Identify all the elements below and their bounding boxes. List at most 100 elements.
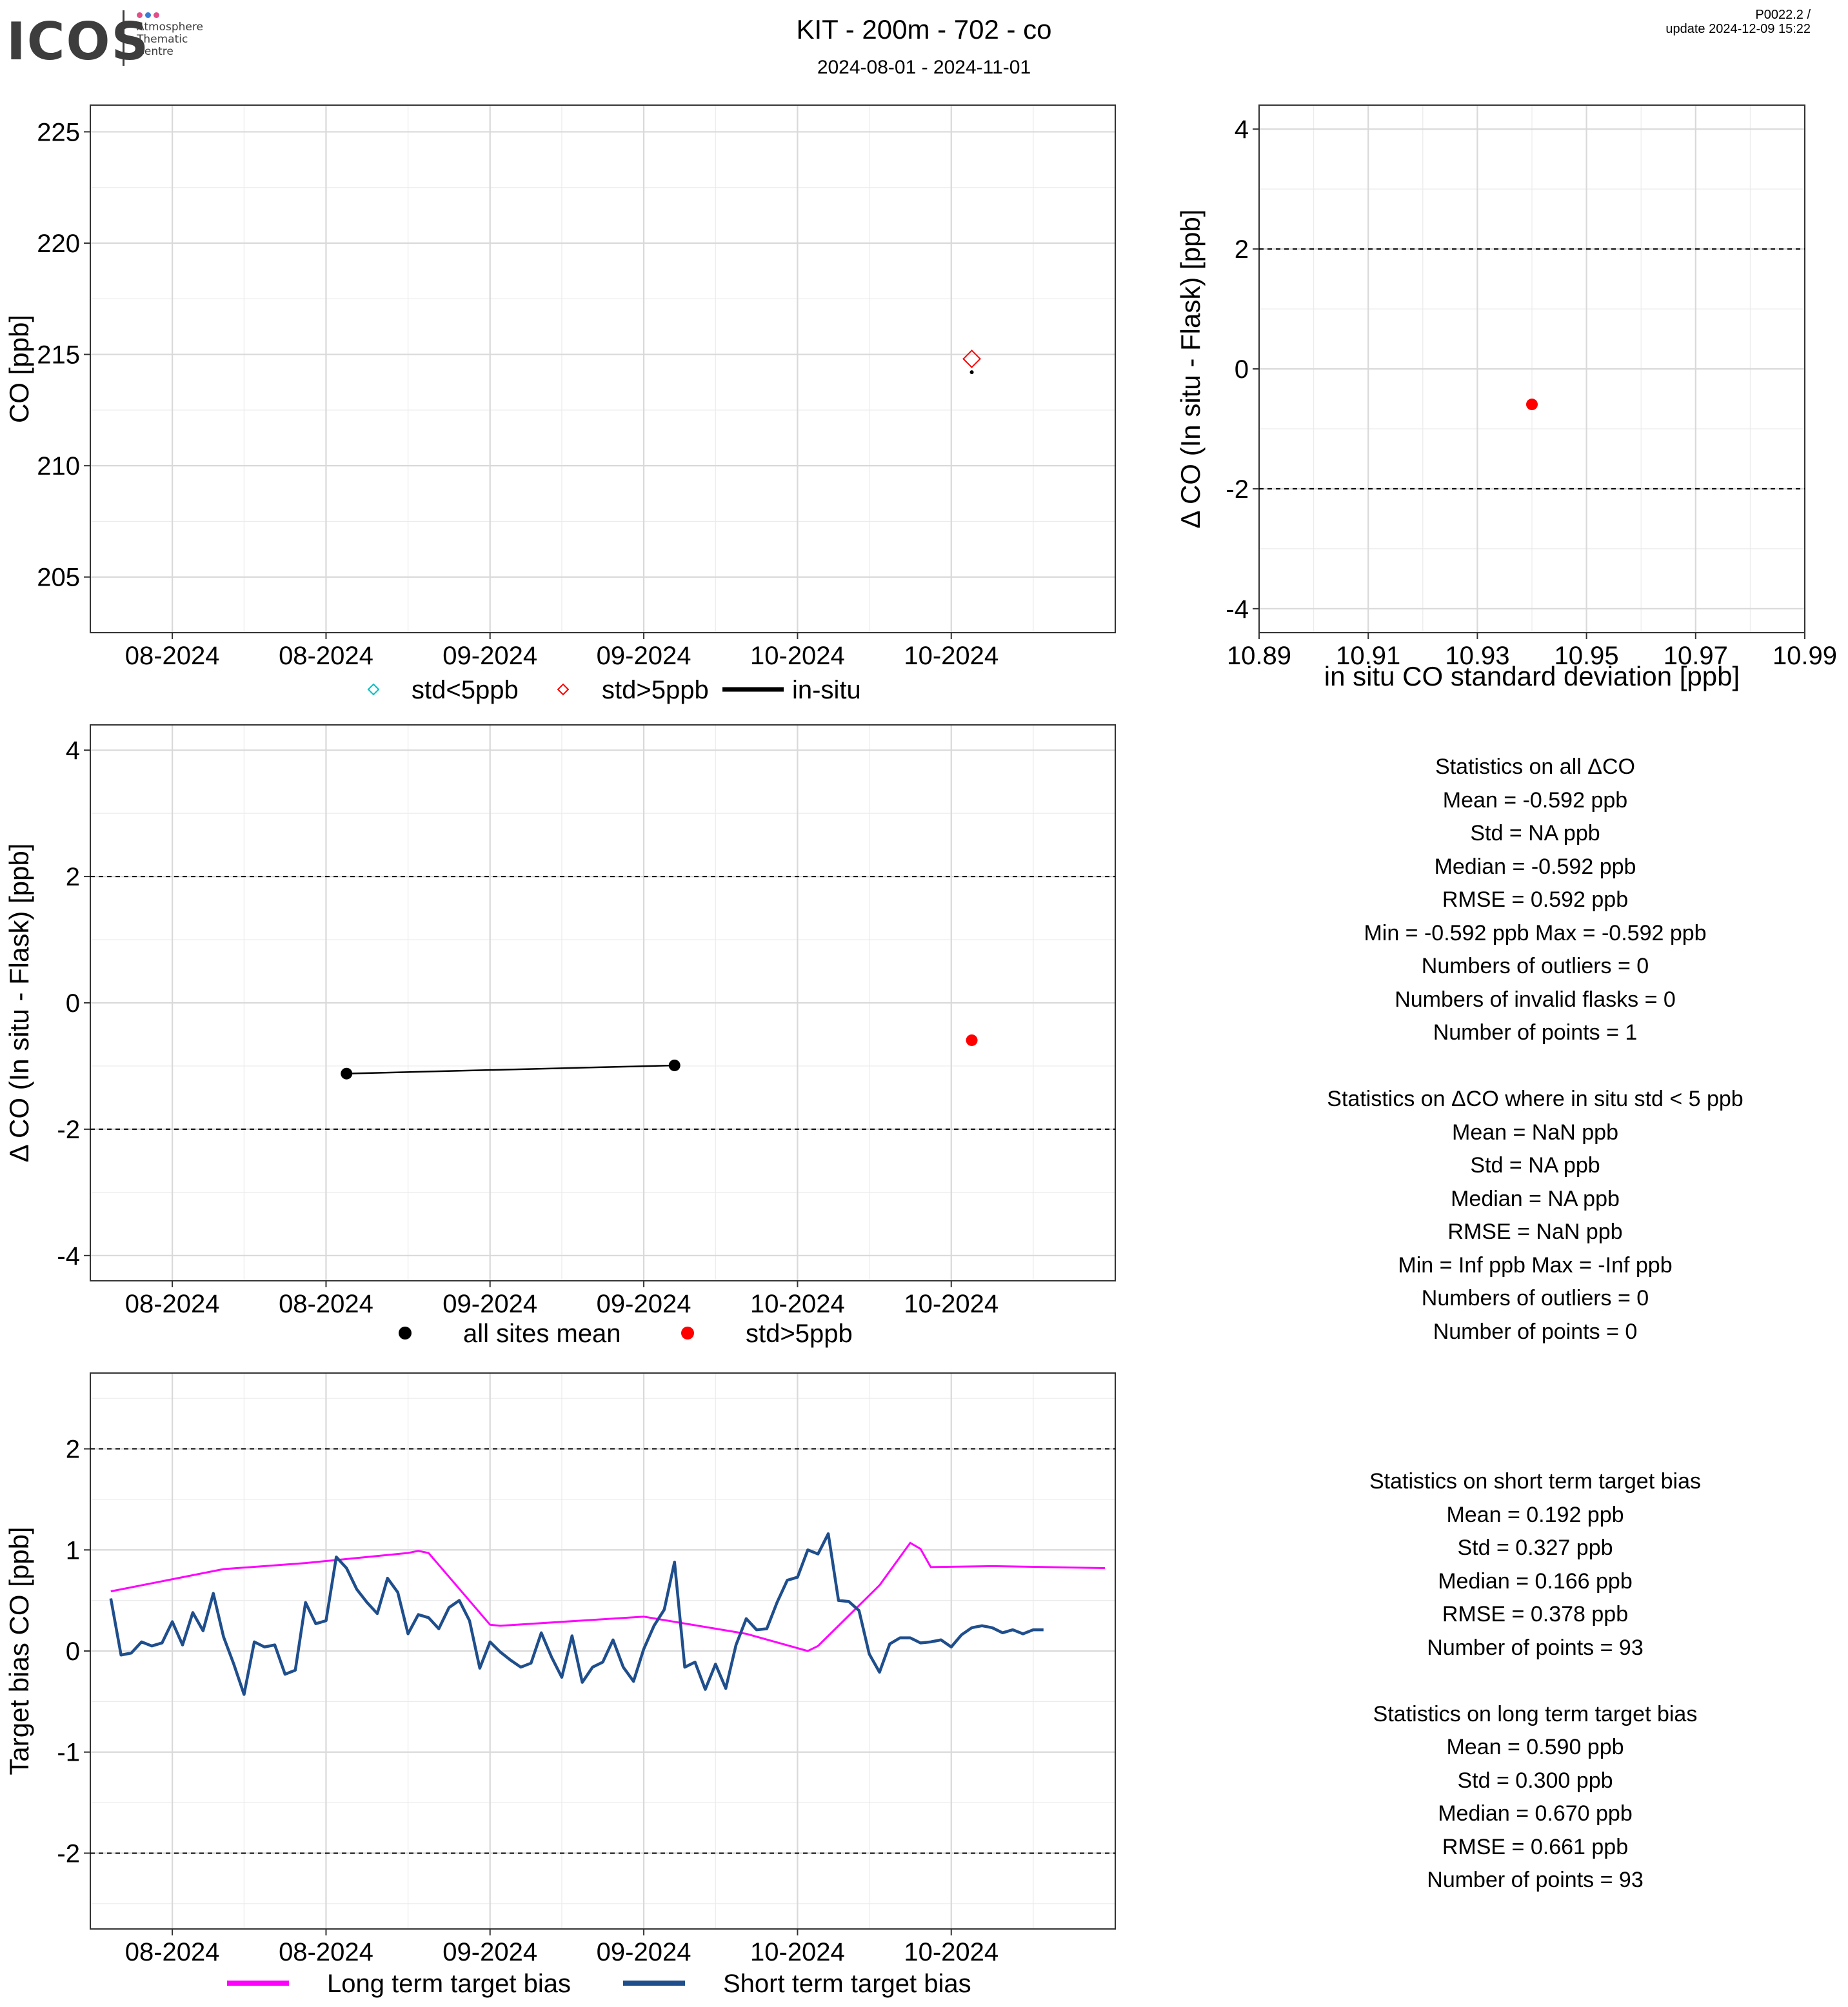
version-label: P0022.2 /	[1755, 8, 1811, 22]
logo-wordmark: ICOS	[6, 12, 150, 72]
y-tick-label: -2	[57, 1839, 80, 1868]
legend-label: std>5ppb	[602, 676, 709, 704]
stats-line: Number of points = 1	[1433, 1020, 1638, 1045]
y-tick-label: 210	[37, 452, 80, 480]
page-subtitle: 2024-08-01 - 2024-11-01	[817, 57, 1031, 78]
legend-all-sites-key	[399, 1327, 412, 1340]
legend-label: in-situ	[792, 676, 861, 704]
x-tick-label: 10.91	[1336, 642, 1400, 670]
y-tick-label: 220	[37, 230, 80, 258]
y-tick-label: 2	[66, 863, 80, 891]
x-tick-label: 09-2024	[442, 1290, 537, 1318]
stats-line: Std = 0.327 ppb	[1457, 1536, 1613, 1560]
stats-line: Mean = 0.590 ppb	[1446, 1735, 1624, 1759]
stats-line: Min = -0.592 ppb Max = -0.592 ppb	[1364, 920, 1707, 945]
stats-line: Median = 0.670 ppb	[1438, 1801, 1633, 1826]
y-tick-label: 205	[37, 564, 80, 592]
x-tick-label: 09-2024	[442, 1938, 537, 1966]
stats-line: Statistics on ΔCO where in situ std < 5 …	[1327, 1087, 1744, 1111]
stats-delta-panel: Statistics on all ΔCO Mean = -0.592 ppb St…	[1245, 751, 1825, 1349]
short-term-bias-line	[109, 1532, 1044, 1696]
stats-line: RMSE = NaN ppb	[1447, 1220, 1623, 1244]
std-gt5-marker	[962, 350, 981, 368]
legend-label: std>5ppb	[746, 1320, 853, 1348]
x-tick-label: 10.89	[1227, 642, 1291, 670]
legend-label: Short term target bias	[723, 1970, 971, 1998]
x-tick-label: 08-2024	[125, 1290, 220, 1318]
update-label: update 2024-12-09 15:22	[1665, 22, 1811, 36]
y-axis-title: Δ CO (In situ - Flask) [ppb]	[1175, 210, 1206, 529]
x-tick-label: 08-2024	[125, 1938, 220, 1966]
stats-line: Numbers of invalid flasks = 0	[1395, 987, 1676, 1012]
delta-point	[1526, 399, 1538, 411]
x-tick-label: 08-2024	[279, 642, 373, 670]
stats-line: Mean = NaN ppb	[1452, 1120, 1618, 1145]
x-tick-label: 10.97	[1664, 642, 1728, 670]
y-axis-title: CO [ppb]	[4, 315, 34, 423]
std-gt5-point	[966, 1034, 978, 1046]
x-tick-label: 10-2024	[750, 1290, 845, 1318]
stats-line: Median = 0.166 ppb	[1438, 1568, 1633, 1594]
logo-dot	[137, 12, 143, 18]
stats-line: Median = NA ppb	[1451, 1186, 1620, 1211]
x-tick-label: 09-2024	[597, 642, 691, 670]
stats-line: Statistics on long term target bias	[1373, 1701, 1698, 1726]
y-tick-label: -4	[1226, 595, 1249, 624]
x-tick-label: 10-2024	[750, 642, 845, 670]
stats-line: Mean = 0.192 ppb	[1446, 1502, 1624, 1527]
y-tick-label: -2	[1226, 475, 1249, 504]
logo-subtitle-line: Centre	[137, 45, 174, 58]
x-tick-label: 10-2024	[904, 642, 999, 670]
long-term-bias-line	[110, 1541, 1106, 1652]
legend-std-gt5-key	[681, 1327, 694, 1340]
x-tick-label: 10-2024	[904, 1938, 999, 1966]
stats-line: RMSE = 0.661 ppb	[1442, 1834, 1629, 1859]
legend-label: std<5ppb	[412, 676, 519, 704]
x-tick-label: 09-2024	[442, 642, 537, 670]
x-tick-label: 08-2024	[279, 1290, 373, 1318]
all-sites-mean-point	[341, 1067, 353, 1080]
x-tick-label: 10.99	[1773, 642, 1837, 670]
page-title: KIT - 200m - 702 - co	[796, 14, 1052, 44]
x-tick-label: 10.93	[1445, 642, 1509, 670]
stats-line: RMSE = 0.592 ppb	[1442, 887, 1629, 912]
stats-line: Std = 0.300 ppb	[1457, 1768, 1613, 1793]
x-tick-label: 10-2024	[904, 1290, 999, 1318]
stats-line: Std = NA ppb	[1470, 821, 1600, 845]
legend-std-lt5-key	[367, 683, 380, 696]
y-tick-label: -1	[57, 1739, 80, 1767]
y-tick-label: 0	[1235, 355, 1249, 384]
legend-label: all sites mean	[463, 1320, 621, 1348]
y-tick-label: 0	[66, 989, 80, 1018]
y-tick-label: -4	[57, 1242, 80, 1270]
y-tick-label: -2	[57, 1116, 80, 1144]
stats-line	[1245, 1050, 1825, 1083]
x-tick-label: 09-2024	[597, 1938, 691, 1966]
stats-line: Numbers of outliers = 0	[1421, 1286, 1649, 1310]
logo-dot	[154, 12, 159, 18]
x-tick-label: 10.95	[1555, 642, 1619, 670]
logo-dot	[145, 12, 151, 18]
y-tick-label: 4	[1235, 115, 1249, 144]
x-tick-label: 08-2024	[125, 642, 220, 670]
y-tick-label: 2	[66, 1436, 80, 1464]
y-tick-label: 215	[37, 341, 80, 370]
y-tick-label: 2	[1235, 235, 1249, 264]
logo-divider	[123, 10, 124, 66]
legend-std-gt5-key	[557, 683, 570, 696]
stats-line: Number of points = 0	[1433, 1319, 1638, 1344]
stats-line: Median = -0.592 ppb	[1434, 854, 1636, 879]
logo-subtitle-line: Thematic	[137, 33, 188, 46]
y-tick-label: 4	[66, 737, 80, 765]
y-axis-title: Target bias CO [ppb]	[4, 1527, 34, 1775]
logo-subtitle-line: Atmosphere	[137, 21, 203, 34]
version-info: P0022.2 / update 2024-12-09 15:22	[1665, 8, 1811, 36]
stats-line: Number of points = 93	[1427, 1635, 1644, 1660]
stats-line: Min = Inf ppb Max = -Inf ppb	[1398, 1252, 1673, 1278]
stats-line: Std = NA ppb	[1470, 1153, 1600, 1178]
stats-line: Statistics on short term target bias	[1369, 1469, 1701, 1494]
x-tick-label: 08-2024	[279, 1938, 373, 1966]
y-tick-label: 1	[66, 1536, 80, 1565]
all-sites-mean-line	[346, 1064, 675, 1074]
